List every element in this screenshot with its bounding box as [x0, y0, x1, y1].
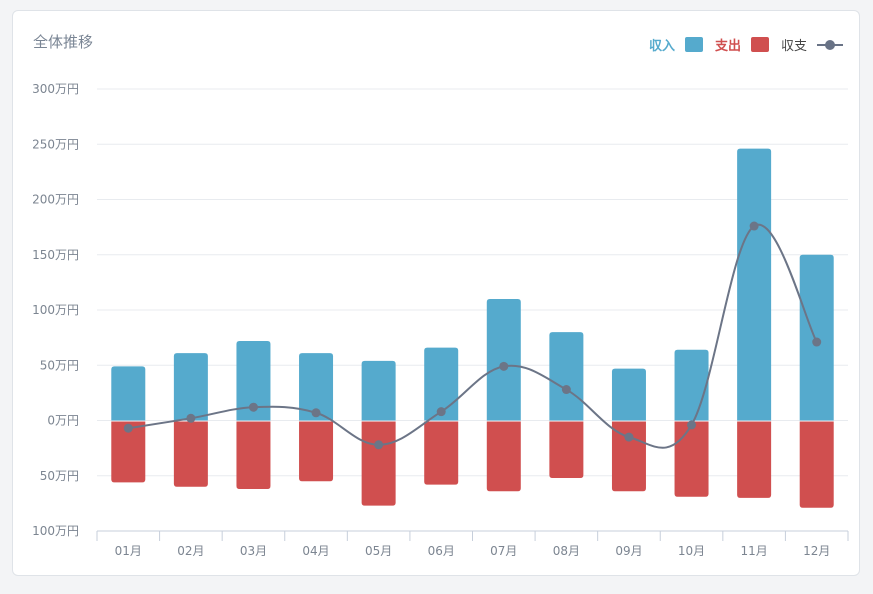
balance-line [128, 223, 818, 449]
legend-item-balance[interactable]: 収支 [781, 35, 843, 54]
balance-point [499, 361, 509, 371]
income-bar [173, 353, 208, 421]
expense-bar [549, 421, 584, 478]
expense-bar [486, 421, 521, 492]
income-bar [486, 298, 521, 421]
income-bar [611, 368, 646, 421]
income-bar [111, 366, 146, 421]
balance-point [248, 402, 258, 412]
expense-bar [236, 421, 271, 490]
income-bar [674, 349, 709, 421]
x-tick-label: 05月 [365, 544, 392, 558]
income-bar [299, 353, 334, 421]
balance-point [561, 385, 571, 395]
x-tick-label: 10月 [678, 544, 705, 558]
y-tick-label: 0万円 [47, 414, 79, 428]
y-tick-label: 250万円 [32, 137, 79, 151]
y-tick-label: 50万円 [40, 469, 79, 483]
y-tick-label: 150万円 [32, 248, 79, 262]
income-bar [737, 148, 772, 421]
income-bar [236, 340, 271, 421]
legend-income-swatch [684, 37, 703, 52]
balance-point [812, 337, 822, 347]
balance-point [624, 432, 634, 442]
expense-bar [361, 421, 396, 506]
y-tick-label: 200万円 [32, 193, 79, 207]
balance-point [436, 407, 446, 417]
y-tick-label: 100万円 [32, 524, 79, 538]
balance-point [186, 413, 196, 423]
balance-point [123, 423, 133, 433]
expense-bar [299, 421, 334, 482]
income-bar [549, 332, 584, 421]
balance-point [749, 221, 759, 231]
x-tick-label: 03月 [240, 544, 267, 558]
x-tick-label: 11月 [740, 544, 767, 558]
x-tick-label: 08月 [553, 544, 580, 558]
expense-bar [674, 421, 709, 497]
expense-bar [111, 421, 146, 483]
legend-balance-line-icon [817, 37, 843, 52]
legend-expense-label: 支出 [714, 39, 741, 54]
legend-income-label: 収入 [648, 39, 675, 54]
expense-bar [799, 421, 834, 508]
balance-point [687, 420, 697, 430]
legend: 収入 支出 収支 [637, 35, 843, 54]
x-tick-label: 02月 [177, 544, 204, 558]
legend-expense-swatch [750, 37, 769, 52]
x-tick-label: 04月 [302, 544, 329, 558]
chart-title: 全体推移 [33, 33, 94, 51]
y-tick-label: 50万円 [40, 358, 79, 372]
balance-point [311, 408, 321, 418]
x-tick-label: 07月 [490, 544, 517, 558]
x-tick-label: 12月 [803, 544, 830, 558]
y-tick-label: 100万円 [32, 303, 79, 317]
legend-balance-label: 収支 [780, 39, 807, 54]
x-tick-label: 06月 [428, 544, 455, 558]
legend-item-expense[interactable]: 支出 [715, 35, 769, 54]
expense-bar [424, 421, 459, 485]
x-tick-label: 01月 [115, 544, 142, 558]
legend-item-income[interactable]: 収入 [649, 35, 703, 54]
balance-point [374, 440, 384, 450]
income-bar [361, 360, 396, 421]
expense-bar [737, 421, 772, 498]
income-bar [424, 347, 459, 421]
x-tick-label: 09月 [615, 544, 642, 558]
y-tick-label: 300万円 [32, 82, 79, 96]
expense-bar [611, 421, 646, 492]
expense-bar [173, 421, 208, 487]
